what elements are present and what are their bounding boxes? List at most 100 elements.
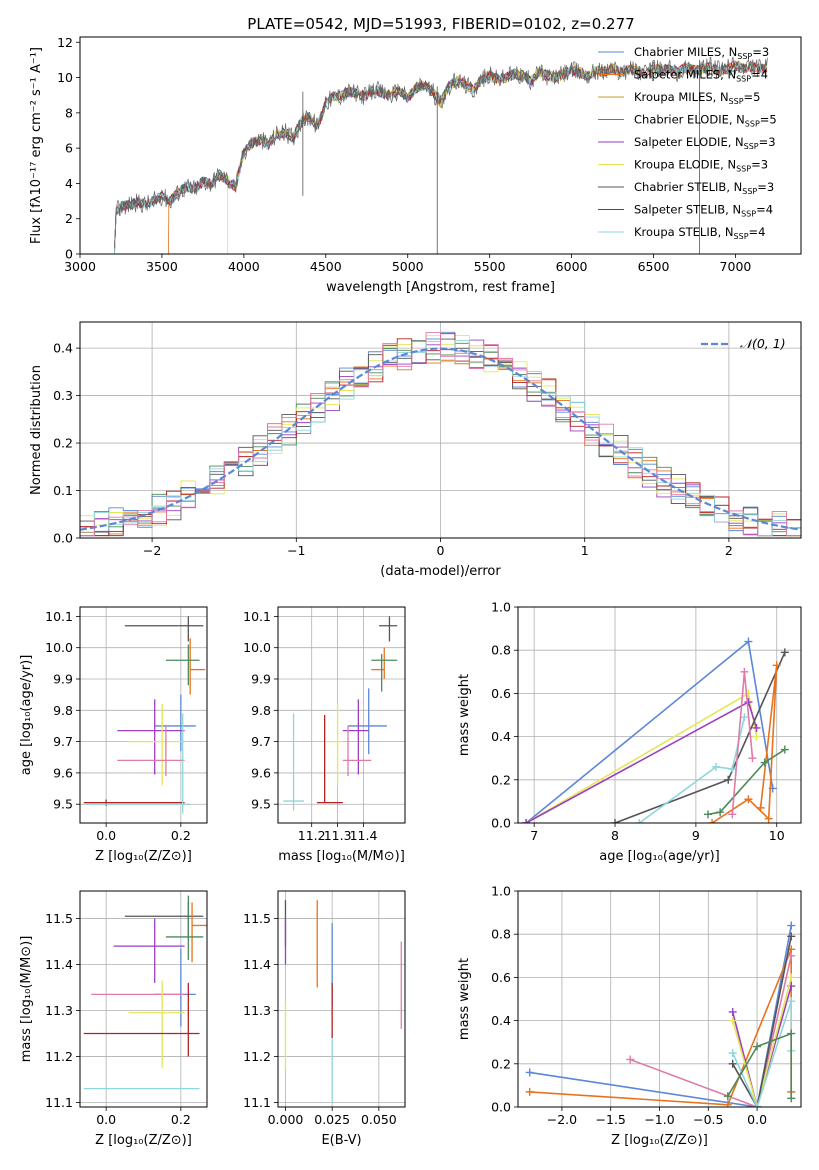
weight-line <box>731 1000 793 1107</box>
x-tick-label: 5000 <box>392 259 424 274</box>
y-tick-label: 0.4 <box>53 341 73 356</box>
weight-line <box>614 652 786 823</box>
model-spectrum-line <box>114 61 768 254</box>
x-tick-label: −1 <box>287 543 305 558</box>
legend-text: Chabrier MILES, N <box>634 45 737 59</box>
weight-marker <box>728 765 737 773</box>
weight-marker <box>728 1049 737 1057</box>
weight-marker <box>724 775 733 784</box>
weight-marker <box>787 1094 796 1103</box>
y-tick-label: 11.3 <box>45 1003 73 1018</box>
x-axis-label: Z [log₁₀(Z/Z⊙)] <box>95 849 192 864</box>
weight-marker <box>756 803 765 812</box>
y-tick-label: 11.3 <box>243 1003 271 1018</box>
x-tick-label: 3500 <box>146 259 178 274</box>
y-tick-label: 11.4 <box>45 957 73 972</box>
y-tick-label: 0.2 <box>491 772 511 787</box>
legend-suffix: =4 <box>749 225 766 239</box>
y-axis-label: Normed distribution <box>29 365 44 495</box>
y-tick-label: 0.8 <box>491 927 511 942</box>
weight-marker <box>740 713 749 722</box>
y-tick-label: 10 <box>57 70 73 85</box>
legend-suffix: =5 <box>760 113 777 127</box>
axes-frame <box>277 606 406 824</box>
x-axis-label: E(B-V) <box>321 1133 361 1148</box>
x-axis-label: Z [log₁₀(Z/Z⊙)] <box>611 1133 708 1148</box>
legend-text: Kroupa STELIB, N <box>634 225 734 239</box>
x-tick-label: −0.5 <box>693 1112 723 1127</box>
y-tick-label: 10.1 <box>45 609 73 624</box>
y-tick-label: 8 <box>65 105 73 120</box>
y-tick-label: 0.0 <box>491 816 511 831</box>
weight-marker <box>728 1016 737 1025</box>
legend-subscript: SSP <box>737 52 752 61</box>
chart-residuals: −2 −1 0 1 2 0.0 0.1 0.2 0.3 0.4 (data-model)/error… <box>29 321 802 579</box>
weight-line <box>707 748 786 816</box>
x-tick-label: 8 <box>611 828 619 843</box>
y-tick-label: 10.0 <box>243 640 271 655</box>
weight-marker <box>611 819 620 823</box>
y-tick-label: 11.2 <box>243 1049 271 1064</box>
x-tick-label: 7000 <box>720 259 752 274</box>
y-tick-label: 0.8 <box>491 643 511 658</box>
weight-line <box>732 936 792 1107</box>
legend-suffix: =4 <box>756 203 773 217</box>
weight-marker <box>525 1068 534 1077</box>
chart-weight-vs-age: 7 8 9 10 0.0 0.2 0.4 0.6 0.8 1.0 age [log₁₀(age/yr… <box>457 600 802 864</box>
weight-marker <box>787 951 796 960</box>
x-tick-label: 6000 <box>556 259 588 274</box>
x-tick-label: 0.2 <box>171 1112 191 1127</box>
plot-area <box>522 637 789 823</box>
weight-marker <box>704 810 713 819</box>
axes-frame <box>517 606 802 824</box>
weight-marker <box>728 1059 737 1068</box>
x-tick-label: −2 <box>143 543 161 558</box>
x-tick-label: 1 <box>581 543 589 558</box>
y-axis-label: Flux [fλ10⁻¹⁷ erg cm⁻² s⁻¹ A⁻¹] <box>29 47 44 244</box>
weight-marker <box>728 1007 737 1016</box>
y-tick-label: 0.0 <box>53 531 73 546</box>
y-tick-label: 9.9 <box>251 672 271 687</box>
legend-entry: Kroupa STELIB, NSSP=4 <box>634 225 765 241</box>
plot-area <box>284 900 402 1103</box>
chart-spectrum: 3000 3500 4000 4500 5000 5500 6000 6500 7000 0 2 4 6… <box>29 35 802 295</box>
x-tick-label: 0.0 <box>96 1112 116 1127</box>
normal-curve <box>80 347 801 531</box>
x-tick-label: 11.2 <box>298 828 326 843</box>
plot-area <box>525 921 796 1107</box>
x-tick-label: 0.0 <box>96 828 116 843</box>
y-tick-label: 11.5 <box>243 911 271 926</box>
y-tick-label: 0.0 <box>491 1100 511 1115</box>
y-tick-label: 9.7 <box>251 734 271 749</box>
weight-line <box>731 985 792 1107</box>
weight-line <box>529 948 793 1106</box>
x-tick-label: 0 <box>437 543 445 558</box>
plot-area <box>283 616 398 811</box>
legend-suffix: =3 <box>759 135 776 149</box>
weight-marker <box>787 932 796 941</box>
x-axis-label: age [log₁₀(age/yr)] <box>599 849 720 864</box>
x-tick-label: −2.0 <box>547 1112 577 1127</box>
x-tick-label: 11.4 <box>350 828 378 843</box>
weight-marker <box>780 745 789 754</box>
axes-frame <box>277 890 406 1108</box>
legend-text: Chabrier STELIB, N <box>634 180 742 194</box>
y-tick-label: 12 <box>57 35 73 50</box>
weight-marker <box>752 732 761 741</box>
weight-line <box>727 1032 793 1099</box>
plot-area <box>83 616 206 814</box>
legend-text: Chabrier ELODIE, N <box>634 113 745 127</box>
legend-entry: Chabrier ELODIE, NSSP=5 <box>634 113 777 129</box>
x-tick-label: 7 <box>530 828 538 843</box>
axes-frame <box>79 321 802 539</box>
y-tick-label: 9.5 <box>53 797 73 812</box>
legend-text: Salpeter MILES, N <box>634 68 736 82</box>
weight-marker <box>708 819 717 823</box>
chart-age-vs-Z: 0.0 0.2 9.5 9.6 9.7 9.8 9.9 10.0 10.1 Z [log₁₀(Z/… <box>19 606 208 864</box>
weight-line <box>525 700 758 823</box>
x-tick-label: 0.025 <box>314 1112 350 1127</box>
x-tick-label: 11.3 <box>324 828 352 843</box>
x-tick-label: 9 <box>692 828 700 843</box>
weight-line <box>529 925 792 1107</box>
